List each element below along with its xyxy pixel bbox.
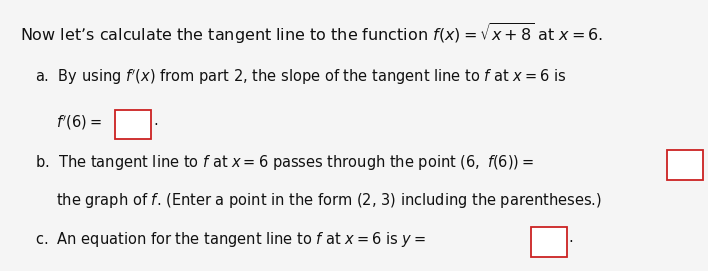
FancyBboxPatch shape [115, 110, 151, 139]
Text: $f'(6) = $: $f'(6) = $ [56, 113, 101, 131]
Text: .: . [569, 230, 573, 245]
Text: .: . [153, 113, 158, 128]
Text: c.  An equation for the tangent line to $f$ at $x = 6$ is $y = $: c. An equation for the tangent line to $… [35, 230, 426, 249]
FancyBboxPatch shape [668, 150, 704, 180]
Text: b.  The tangent line to $f$ at $x = 6$ passes through the point $(6,\ f(6)) = $: b. The tangent line to $f$ at $x = 6$ pa… [35, 153, 534, 172]
Text: Now let’s calculate the tangent line to the function $f(x) = \sqrt{x+8}$ at $x =: Now let’s calculate the tangent line to … [20, 21, 603, 46]
Text: on: on [707, 153, 708, 168]
Text: a.  By using $f'(x)$ from part 2, the slope of the tangent line to $f$ at $x = 6: a. By using $f'(x)$ from part 2, the slo… [35, 68, 566, 87]
Text: the graph of $f$. (Enter a point in the form (2, 3) including the parentheses.): the graph of $f$. (Enter a point in the … [56, 191, 601, 210]
FancyBboxPatch shape [530, 227, 566, 257]
